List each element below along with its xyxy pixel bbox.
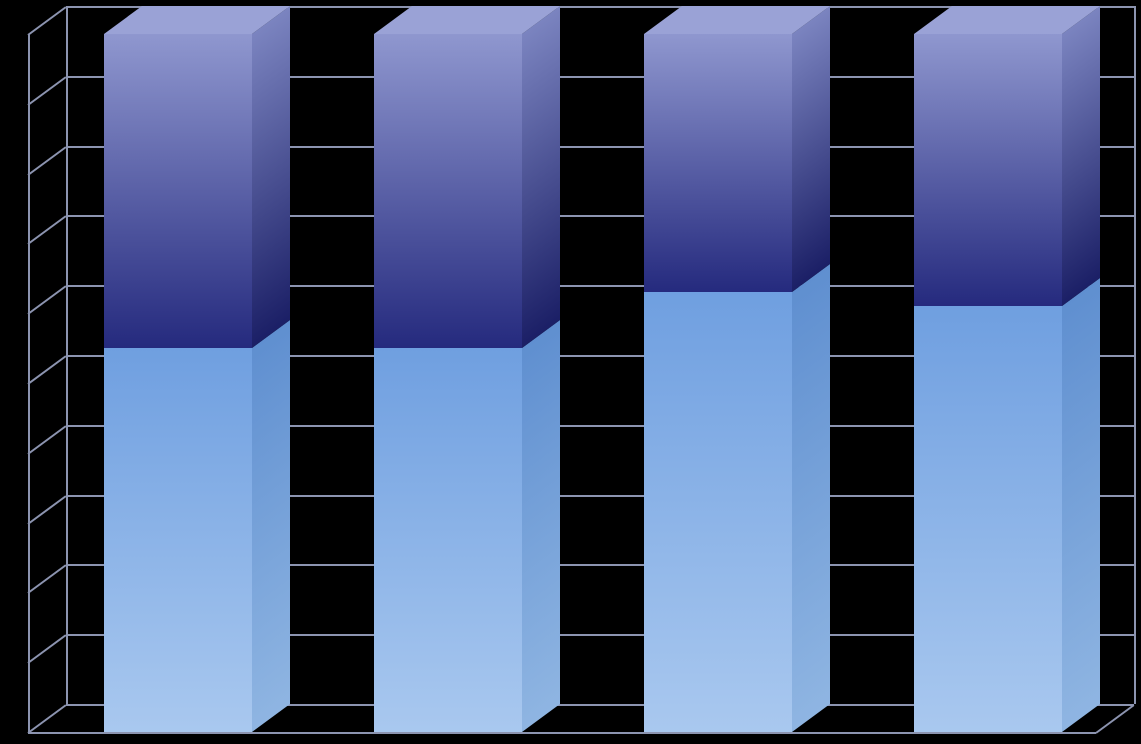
floor-front-edge [28, 732, 1096, 734]
wall-right-back-edge [1134, 6, 1136, 704]
stacked-3d-bar-chart [0, 0, 1141, 744]
wall-left-back-edge [66, 6, 68, 704]
wall-left-front-edge [28, 34, 30, 732]
